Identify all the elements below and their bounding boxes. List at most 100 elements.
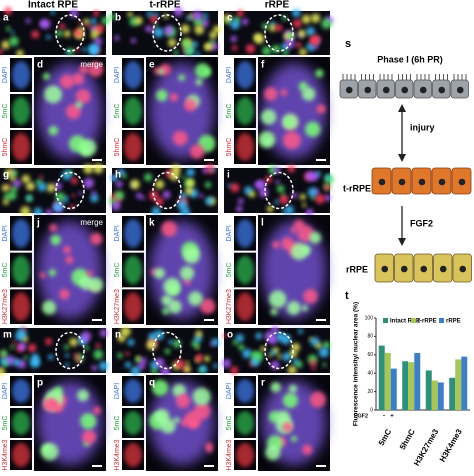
channel-label: 5mC — [2, 104, 9, 119]
signal — [210, 39, 215, 45]
signal — [230, 35, 237, 43]
signal — [315, 342, 322, 349]
legend-swatch — [383, 318, 388, 323]
signal — [230, 366, 239, 375]
micrograph: h DAPI 5mC H3K27me3 k — [108, 163, 218, 325]
nucleus-outline — [152, 171, 182, 210]
signal — [162, 307, 170, 315]
signal — [168, 38, 177, 47]
signal — [305, 171, 316, 182]
signal — [293, 19, 302, 28]
signal — [83, 163, 94, 174]
signal — [39, 175, 44, 179]
x-tick-label: 5mC — [377, 427, 394, 447]
signal — [178, 74, 186, 82]
signal — [42, 73, 51, 81]
bar — [437, 382, 444, 410]
signal — [195, 355, 203, 362]
signal — [148, 332, 157, 342]
signal — [145, 25, 153, 33]
signal — [221, 358, 231, 368]
signal — [75, 89, 91, 104]
signal — [262, 46, 272, 56]
signal — [231, 45, 238, 51]
channel-label: 5mC — [114, 263, 121, 278]
signal — [63, 30, 71, 38]
signal — [195, 78, 203, 86]
channel-label: 5mC — [2, 263, 9, 278]
signal — [69, 337, 78, 347]
signal — [299, 193, 306, 201]
column-title: rRPE — [265, 0, 290, 11]
cell-nucleus — [398, 178, 406, 186]
signal — [65, 353, 70, 358]
signal — [161, 220, 178, 237]
signal — [270, 325, 279, 334]
signal — [71, 193, 76, 198]
channel-label: DAPI — [114, 67, 121, 83]
signal — [162, 190, 171, 199]
signal — [236, 205, 243, 212]
merge-label: merge — [80, 218, 103, 227]
channel-label: 5mC — [114, 104, 121, 119]
signal — [155, 179, 165, 189]
signal — [230, 183, 240, 192]
panel-letter: o — [227, 330, 233, 341]
signal — [202, 167, 208, 173]
signal — [321, 18, 332, 30]
signal — [79, 64, 89, 75]
signal — [108, 13, 116, 20]
signal — [264, 87, 278, 101]
channel-label: 5hmC — [2, 138, 9, 157]
arrow-head — [398, 238, 406, 246]
signal — [140, 195, 145, 200]
signal — [90, 193, 99, 203]
cell-nucleus — [420, 265, 428, 273]
signal — [309, 231, 322, 244]
panel-letter: c — [227, 13, 233, 24]
signal — [280, 334, 292, 345]
signal — [235, 333, 244, 343]
signal — [99, 329, 108, 337]
signal — [12, 179, 22, 188]
signal — [130, 179, 140, 190]
signal — [4, 168, 14, 178]
signal — [180, 419, 189, 427]
micrograph: g DAPI 5mC H3K27me3 j merge — [0, 163, 106, 325]
signal — [77, 389, 89, 402]
signal — [186, 168, 195, 177]
signal — [8, 36, 19, 47]
channel-label: DAPI — [114, 383, 121, 399]
nucleus-outline — [55, 14, 85, 52]
signal — [276, 410, 291, 424]
signal — [210, 342, 214, 347]
panel-letter: n — [115, 330, 121, 341]
signal — [13, 358, 21, 366]
signal — [83, 18, 90, 25]
legend-swatch — [411, 318, 416, 323]
signal — [44, 85, 63, 104]
signal — [185, 186, 194, 195]
signal — [277, 354, 282, 359]
signal — [245, 44, 256, 54]
signal — [59, 288, 70, 300]
channel-label: DAPI — [2, 67, 9, 83]
channel-label: H3K27me3 — [226, 289, 233, 324]
signal — [156, 89, 168, 102]
signal — [186, 178, 195, 188]
column-title: t-rRPE — [149, 0, 180, 11]
signal — [277, 185, 285, 193]
signal — [310, 34, 321, 45]
channel-label: DAPI — [226, 383, 233, 399]
panel-letter: a — [3, 13, 9, 24]
signal — [16, 49, 24, 58]
signal — [282, 50, 289, 56]
signal — [21, 326, 26, 331]
signal — [144, 173, 153, 182]
signal — [279, 194, 289, 205]
signal — [270, 349, 276, 356]
signal — [31, 30, 40, 39]
signal — [311, 196, 315, 200]
micrograph: c DAPI 5mC 5hmC f — [223, 8, 334, 165]
